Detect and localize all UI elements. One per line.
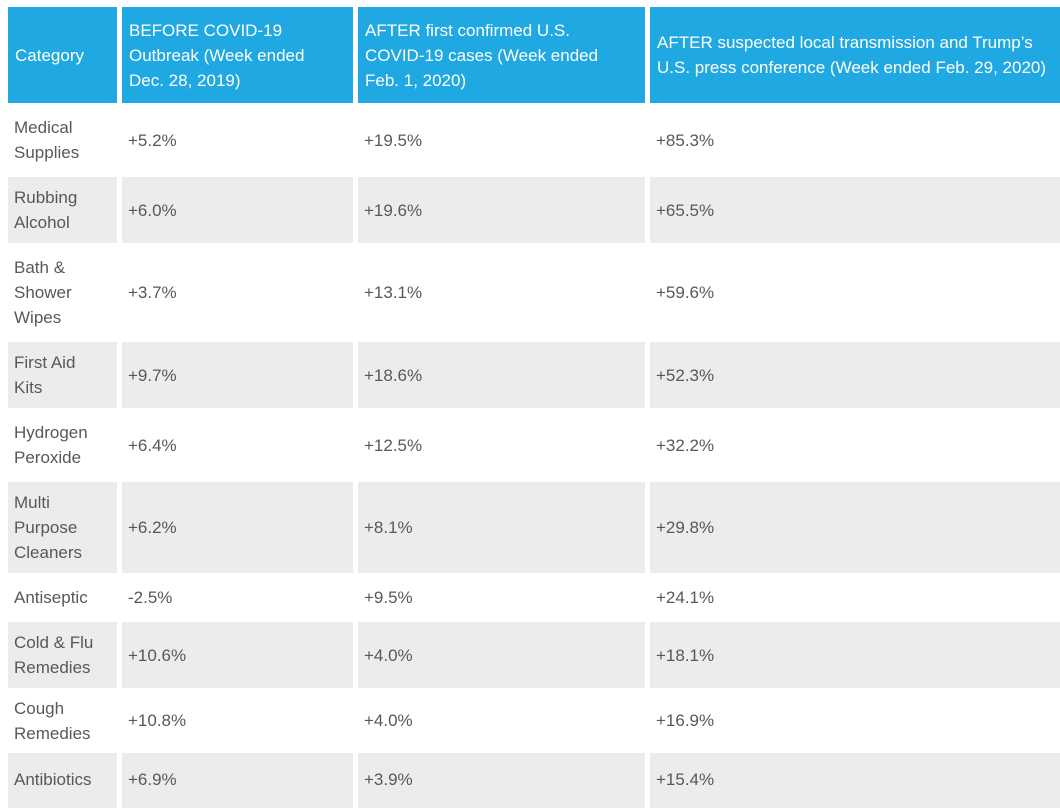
value-cell: +6.0% bbox=[122, 177, 353, 243]
table-row: Multi Purpose Cleaners +6.2% +8.1% +29.8… bbox=[8, 482, 1060, 573]
value-cell: +16.9% bbox=[650, 692, 1060, 749]
table-row: Medical Supplies +5.2% +19.5% +85.3% bbox=[8, 107, 1060, 173]
value-cell: +52.3% bbox=[650, 342, 1060, 408]
value-cell: +3.7% bbox=[122, 247, 353, 338]
category-cell: Cough Remedies bbox=[8, 692, 117, 749]
value-cell: +13.1% bbox=[358, 247, 645, 338]
value-cell: +19.6% bbox=[358, 177, 645, 243]
value-cell: +29.8% bbox=[650, 482, 1060, 573]
value-cell: +12.5% bbox=[358, 412, 645, 478]
category-cell: Medical Supplies bbox=[8, 107, 117, 173]
value-cell: +5.2% bbox=[122, 107, 353, 173]
table-row: Rubbing Alcohol +6.0% +19.6% +65.5% bbox=[8, 177, 1060, 243]
table-row: Antibiotics +6.9% +3.9% +15.4% bbox=[8, 753, 1060, 808]
value-cell: +3.9% bbox=[358, 753, 645, 808]
value-cell: +24.1% bbox=[650, 577, 1060, 618]
header-category: Category bbox=[8, 7, 117, 103]
value-cell: +6.2% bbox=[122, 482, 353, 573]
category-cell: Cold & Flu Remedies bbox=[8, 622, 117, 688]
category-cell: Antibiotics bbox=[8, 753, 117, 808]
header-after-local-transmission: AFTER suspected local transmission and T… bbox=[650, 7, 1060, 103]
value-cell: +4.0% bbox=[358, 692, 645, 749]
value-cell: +85.3% bbox=[650, 107, 1060, 173]
header-before-outbreak: BEFORE COVID-19 Outbreak (Week ended Dec… bbox=[122, 7, 353, 103]
table-row: Cough Remedies +10.8% +4.0% +16.9% bbox=[8, 692, 1060, 749]
covid-sales-table: Category BEFORE COVID-19 Outbreak (Week … bbox=[3, 3, 1060, 808]
value-cell: +10.6% bbox=[122, 622, 353, 688]
value-cell: +15.4% bbox=[650, 753, 1060, 808]
category-cell: Hydrogen Peroxide bbox=[8, 412, 117, 478]
header-row: Category BEFORE COVID-19 Outbreak (Week … bbox=[8, 7, 1060, 103]
category-cell: Rubbing Alcohol bbox=[8, 177, 117, 243]
category-cell: First Aid Kits bbox=[8, 342, 117, 408]
table-row: Hydrogen Peroxide +6.4% +12.5% +32.2% bbox=[8, 412, 1060, 478]
category-cell: Antiseptic bbox=[8, 577, 117, 618]
value-cell: -2.5% bbox=[122, 577, 353, 618]
value-cell: +59.6% bbox=[650, 247, 1060, 338]
value-cell: +19.5% bbox=[358, 107, 645, 173]
value-cell: +18.1% bbox=[650, 622, 1060, 688]
value-cell: +9.5% bbox=[358, 577, 645, 618]
value-cell: +4.0% bbox=[358, 622, 645, 688]
category-cell: Multi Purpose Cleaners bbox=[8, 482, 117, 573]
category-cell: Bath & Shower Wipes bbox=[8, 247, 117, 338]
value-cell: +8.1% bbox=[358, 482, 645, 573]
value-cell: +9.7% bbox=[122, 342, 353, 408]
table-row: Antiseptic -2.5% +9.5% +24.1% bbox=[8, 577, 1060, 618]
page: { "colors": { "header_bg": "#1fa8e1", "h… bbox=[0, 3, 1060, 808]
value-cell: +10.8% bbox=[122, 692, 353, 749]
value-cell: +18.6% bbox=[358, 342, 645, 408]
table-row: Cold & Flu Remedies +10.6% +4.0% +18.1% bbox=[8, 622, 1060, 688]
value-cell: +6.9% bbox=[122, 753, 353, 808]
value-cell: +6.4% bbox=[122, 412, 353, 478]
value-cell: +65.5% bbox=[650, 177, 1060, 243]
header-after-first-cases: AFTER first confirmed U.S. COVID-19 case… bbox=[358, 7, 645, 103]
table-row: Bath & Shower Wipes +3.7% +13.1% +59.6% bbox=[8, 247, 1060, 338]
value-cell: +32.2% bbox=[650, 412, 1060, 478]
table-row: First Aid Kits +9.7% +18.6% +52.3% bbox=[8, 342, 1060, 408]
